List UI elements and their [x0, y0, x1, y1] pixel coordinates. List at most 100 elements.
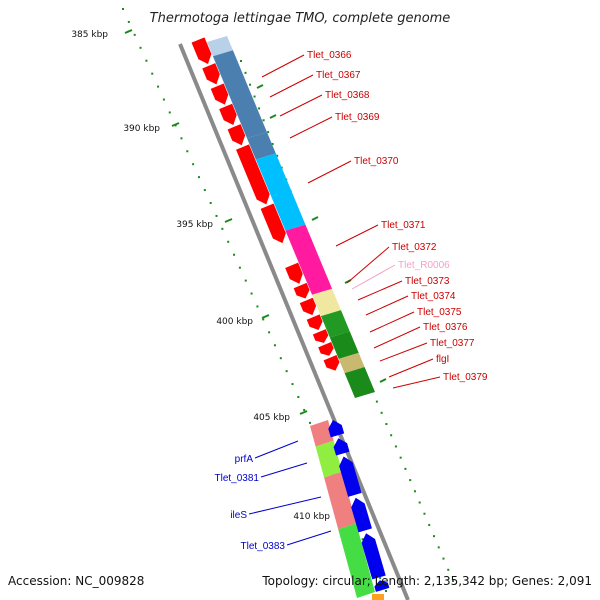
reverse-gene-arrow[interactable] [361, 533, 386, 580]
ruler-dot [209, 202, 212, 204]
ruler-dot [244, 71, 247, 74]
ruler-dot [180, 137, 183, 140]
ruler-dot [271, 142, 274, 145]
ruler-tick [311, 216, 319, 221]
ruler-dot [273, 344, 276, 347]
ruler-dot [197, 176, 200, 179]
ruler-dot [268, 331, 271, 334]
gene-leader-line [254, 440, 299, 459]
ruler-tick-label: 410 kbp [293, 512, 330, 522]
accession-text: Accession: NC_009828 [8, 574, 144, 588]
reverse-gene-label[interactable]: Tlet_0383 [241, 541, 286, 552]
ruler-tick [171, 122, 180, 127]
ruler-dot [168, 111, 171, 114]
cog-segment [338, 352, 365, 374]
ruler-tick-label: 390 kbp [123, 124, 160, 134]
ruler-dot [244, 279, 247, 282]
ruler-dot [452, 580, 454, 582]
forward-gene-label[interactable]: Tlet_0368 [325, 90, 370, 101]
ruler-dot [279, 357, 282, 360]
reverse-gene-arrow[interactable] [339, 456, 362, 497]
gene-leader-line [260, 462, 308, 478]
gene-leader-line [307, 160, 352, 184]
forward-strand-arrows [191, 37, 340, 371]
forward-gene-arrow[interactable] [285, 262, 303, 284]
gene-leader-line [261, 54, 305, 78]
forward-gene-label[interactable]: Tlet_0372 [392, 242, 437, 253]
ruler-dot [127, 20, 130, 23]
gene-leader-line [388, 358, 434, 378]
forward-gene-arrow[interactable] [202, 63, 220, 85]
ruler-dot [139, 46, 142, 49]
forward-gene-arrow[interactable] [293, 282, 310, 299]
forward-gene-arrow[interactable] [219, 103, 237, 125]
ruler-dot [285, 370, 288, 373]
gene-leader-line [335, 224, 379, 247]
ruler-dot [297, 396, 300, 398]
forward-gene-label[interactable]: Tlet_R0006 [398, 260, 450, 271]
reverse-gene-arrow[interactable] [333, 438, 350, 456]
ruler-dot [157, 85, 160, 88]
forward-gene-arrow[interactable] [318, 342, 334, 356]
ruler-dot [267, 131, 270, 134]
ruler-tick [124, 29, 133, 34]
forward-gene-label[interactable]: flgI [436, 354, 449, 365]
ruler-dot [437, 546, 440, 549]
reverse-gene-label[interactable]: Tlet_0381 [215, 473, 260, 484]
forward-gene-label[interactable]: Tlet_0375 [417, 307, 462, 318]
gene-leader-line [351, 264, 396, 290]
ruler-ticks: 385 kbp 390 kbp 395 kbp 400 kbp 405 kbp 410 k… [71, 29, 387, 522]
forward-gene-arrow[interactable] [299, 297, 317, 316]
gene-leader-line [346, 246, 390, 284]
cog-segment [285, 224, 333, 295]
cog-segment [338, 523, 375, 598]
cog-segment [310, 420, 334, 447]
cog-segment [344, 367, 375, 398]
cog-band [207, 36, 384, 600]
forward-gene-label[interactable]: Tlet_0379 [443, 372, 488, 383]
forward-gene-arrow[interactable] [191, 37, 212, 65]
ruler-tick [299, 410, 308, 415]
ruler-dot [122, 8, 124, 10]
forward-gene-label[interactable]: Tlet_0366 [307, 50, 352, 61]
ruler-tick [269, 114, 277, 119]
forward-gene-label[interactable]: Tlet_0377 [430, 338, 475, 349]
reverse-gene-label[interactable]: prfA [235, 454, 254, 465]
genome-backbone [178, 43, 410, 600]
ruler-dot [151, 72, 154, 75]
ruler-dot [418, 501, 421, 504]
reverse-gene-label[interactable]: ileS [230, 510, 247, 521]
ruler-dot [379, 577, 382, 580]
forward-gene-arrow[interactable] [260, 203, 286, 244]
ruler-tick-label: 395 kbp [176, 220, 213, 230]
ruler-dot [249, 83, 252, 86]
forward-gene-label[interactable]: Tlet_0371 [381, 220, 426, 231]
ruler-dot [447, 568, 450, 571]
forward-gene-arrow[interactable] [236, 144, 270, 205]
forward-gene-arrow[interactable] [210, 83, 229, 105]
ruler-tick [261, 314, 270, 319]
forward-gene-label[interactable]: Tlet_0373 [405, 276, 450, 287]
ruler-dot [432, 535, 435, 538]
forward-gene-label[interactable]: Tlet_0369 [335, 112, 380, 123]
cog-segment [324, 471, 357, 530]
gene-leader-line [248, 496, 322, 515]
reverse-gene-arrow[interactable] [374, 580, 390, 592]
forward-gene-label[interactable]: Tlet_0376 [423, 322, 468, 333]
ruler-dot [409, 479, 412, 482]
ruler-dot [375, 400, 378, 403]
ruler-dot [145, 59, 148, 62]
forward-gene-arrow[interactable] [306, 314, 323, 330]
gene-labels: Tlet_0366 Tlet_0367 Tlet_0368 Tlet_0369 Tlet… [215, 50, 488, 552]
forward-gene-arrow[interactable] [227, 124, 246, 146]
forward-gene-label[interactable]: Tlet_0370 [354, 156, 399, 167]
forward-gene-label[interactable]: Tlet_0367 [316, 70, 361, 81]
forward-gene-arrow[interactable] [312, 329, 329, 343]
ruler-dot [192, 163, 195, 166]
reverse-gene-arrow[interactable] [351, 497, 372, 533]
ruler-dot [428, 523, 431, 526]
reverse-gene-arrow[interactable] [328, 420, 345, 438]
cog-segment [255, 153, 306, 231]
forward-gene-label[interactable]: Tlet_0374 [411, 291, 456, 302]
forward-gene-arrow[interactable] [323, 354, 340, 371]
